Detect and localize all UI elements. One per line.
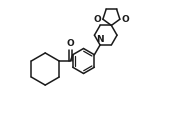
Text: O: O [121,15,129,24]
Text: O: O [67,39,74,48]
Text: N: N [96,35,104,44]
Text: O: O [94,15,101,24]
